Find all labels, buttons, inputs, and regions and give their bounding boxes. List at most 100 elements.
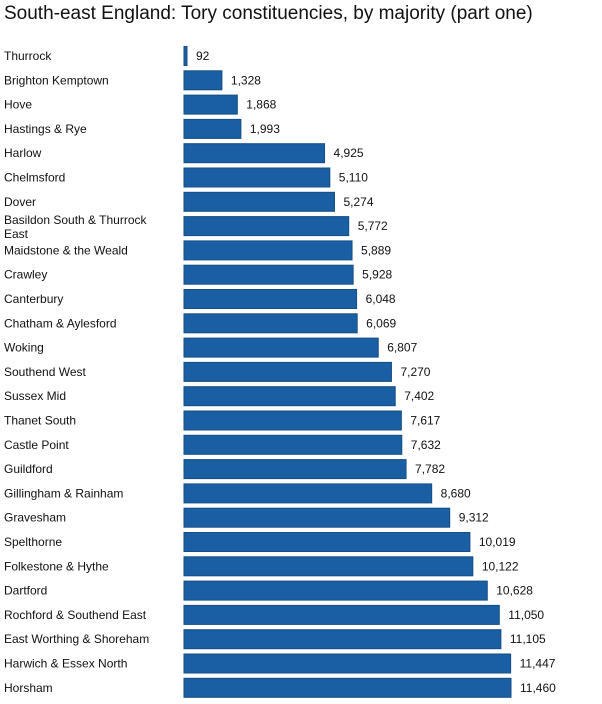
value-label: 11,050	[508, 608, 544, 622]
bar	[183, 556, 474, 577]
bar-row: Folkestone & Hythe 10,122	[4, 556, 519, 577]
bar-row: Harwich & Essex North 11,447	[4, 653, 556, 674]
bar-row: Guildford 7,782	[4, 459, 445, 480]
value-label: 6,807	[387, 341, 417, 355]
value-label: 11,447	[520, 657, 556, 671]
category-label: Maidstone & the Weald	[4, 243, 128, 257]
value-label: 7,782	[415, 462, 445, 476]
category-label: Woking	[4, 341, 44, 355]
value-label: 5,889	[361, 243, 391, 257]
category-label: Folkestone & Hythe	[4, 559, 109, 573]
bar-row: Gillingham & Rainham 8,680	[4, 483, 471, 504]
value-label: 6,048	[366, 292, 396, 306]
bar	[183, 264, 354, 285]
category-label: Horsham	[4, 681, 53, 695]
bar-row: Castle Point 7,632	[4, 434, 441, 455]
bar-row: Hastings & Rye 1,993	[4, 118, 280, 139]
category-label: East Worthing & Shoreham	[4, 632, 149, 646]
bar-row: Southend West 7,270	[4, 361, 431, 382]
category-label: Gillingham & Rainham	[4, 486, 123, 500]
category-label: Chatham & Aylesford	[4, 316, 117, 330]
bar	[183, 629, 502, 650]
category-label: Basildon South & Thurrock East	[4, 213, 148, 241]
value-label: 7,270	[400, 365, 430, 379]
value-label: 10,019	[479, 535, 516, 549]
bar-row: Crawley 5,928	[4, 264, 393, 285]
bar-row: Basildon South & Thurrock East 5,772	[4, 213, 388, 241]
value-label: 5,274	[343, 195, 373, 209]
bar	[183, 459, 407, 480]
bar-row: Dartford 10,628	[4, 580, 533, 601]
bar	[183, 580, 488, 601]
value-label: 11,460	[520, 681, 556, 695]
bar	[183, 191, 335, 212]
value-label: 7,402	[404, 389, 434, 403]
value-label: 7,617	[410, 414, 440, 428]
category-label: Brighton Kemptown	[4, 73, 109, 87]
bar-row: Thanet South 7,617	[4, 410, 441, 431]
category-label: Thanet South	[4, 414, 76, 428]
value-label: 5,772	[358, 219, 388, 233]
bar-row: Spelthorne 10,019	[4, 532, 516, 552]
bar	[183, 386, 396, 407]
category-label: Castle Point	[4, 438, 69, 452]
bar-row: Thurrock 92	[4, 46, 210, 66]
category-label: Hove	[4, 98, 32, 112]
bar	[183, 289, 358, 309]
category-label: Crawley	[4, 268, 47, 282]
value-label: 10,628	[496, 584, 533, 598]
bar	[183, 118, 242, 139]
value-label: 1,868	[246, 98, 276, 112]
category-label: Canterbury	[4, 292, 63, 306]
category-label: Hastings & Rye	[4, 122, 87, 136]
bar-row: Harlow 4,925	[4, 143, 364, 164]
bar	[183, 167, 331, 188]
value-label: 5,110	[339, 171, 368, 185]
value-label: 5,928	[362, 268, 392, 282]
bar-row: Brighton Kemptown 1,328	[4, 70, 261, 91]
category-label: Harlow	[4, 146, 42, 160]
bar	[183, 653, 512, 674]
bar-row: Hove 1,868	[4, 94, 277, 115]
category-label: Rochford & Southend East	[4, 608, 147, 622]
category-label: Harwich & Essex North	[4, 657, 127, 671]
bar-row: Woking 6,807	[4, 337, 418, 358]
category-label: Guildford	[4, 462, 53, 476]
value-label: 10,122	[482, 559, 519, 573]
bar	[183, 337, 379, 358]
bar-row: Maidstone & the Weald 5,889	[4, 240, 391, 261]
value-label: 8,680	[441, 486, 471, 500]
category-label: Sussex Mid	[4, 389, 66, 403]
bar	[183, 410, 402, 431]
bar-row: Sussex Mid 7,402	[4, 386, 435, 407]
bar	[183, 70, 223, 91]
category-label: Thurrock	[4, 49, 52, 63]
bar	[183, 313, 358, 334]
category-label: Spelthorne	[4, 535, 62, 549]
value-label: 92	[196, 49, 210, 63]
bar	[183, 604, 500, 625]
bar-row: Rochford & Southend East 11,050	[4, 604, 544, 625]
bar	[183, 216, 350, 237]
bar-row: Gravesham 9,312	[4, 507, 489, 528]
bar	[183, 677, 512, 698]
chart-title: South-east England: Tory constituencies,…	[4, 3, 533, 24]
bar	[183, 46, 188, 66]
value-label: 1,993	[250, 122, 280, 136]
bar	[183, 240, 353, 261]
category-label: Chelmsford	[4, 171, 65, 185]
value-label: 9,312	[459, 511, 489, 525]
bar-row: Dover 5,274	[4, 191, 374, 212]
bar-row: East Worthing & Shoreham 11,105	[4, 629, 546, 650]
category-label: Dartford	[4, 584, 47, 598]
value-label: 7,632	[411, 438, 441, 452]
value-label: 11,105	[510, 632, 546, 646]
bar-row: Chatham & Aylesford 6,069	[4, 313, 397, 334]
value-label: 1,328	[231, 73, 261, 87]
category-label: Dover	[4, 195, 36, 209]
bar-row: Canterbury 6,048	[4, 289, 396, 309]
bar	[183, 483, 433, 504]
category-label: Southend West	[4, 365, 86, 379]
value-label: 4,925	[334, 146, 364, 160]
